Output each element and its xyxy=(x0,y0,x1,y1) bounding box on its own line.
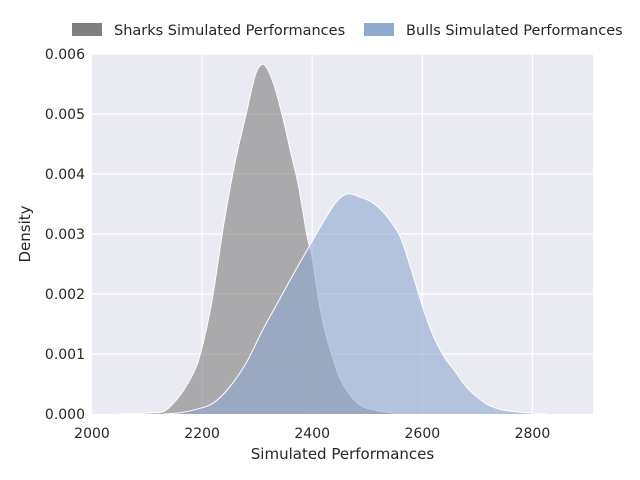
x-tick-label: 2400 xyxy=(294,426,330,442)
density-area-bulls xyxy=(163,193,549,414)
density-area-sharks xyxy=(114,64,401,415)
x-tick-label: 2000 xyxy=(74,426,110,442)
y-tick-label: 0.004 xyxy=(45,167,85,183)
y-tick-label: 0.005 xyxy=(45,107,85,123)
y-tick-label: 0.003 xyxy=(45,227,85,243)
legend-label-sharks: Sharks Simulated Performances xyxy=(114,23,345,39)
x-axis-ticks: 2000 2200 2400 2600 2800 xyxy=(74,426,550,442)
y-axis-label: Density xyxy=(16,205,34,262)
legend: Sharks Simulated Performances Bulls Simu… xyxy=(72,23,623,39)
y-tick-label: 0.002 xyxy=(45,287,85,303)
x-axis-label: Simulated Performances xyxy=(251,445,435,463)
x-tick-label: 2200 xyxy=(184,426,220,442)
y-tick-label: 0.006 xyxy=(45,47,85,63)
legend-swatch-sharks xyxy=(72,23,102,36)
legend-swatch-bulls xyxy=(364,23,394,36)
x-tick-label: 2600 xyxy=(405,426,441,442)
y-tick-label: 0.000 xyxy=(45,407,85,423)
density-area-bulls-outline xyxy=(163,193,549,415)
y-axis-ticks: 0.000 0.001 0.002 0.003 0.004 0.005 0.006 xyxy=(45,47,85,423)
legend-label-bulls: Bulls Simulated Performances xyxy=(406,23,623,39)
density-areas xyxy=(114,63,549,415)
x-tick-label: 2800 xyxy=(515,426,551,442)
y-tick-label: 0.001 xyxy=(45,347,85,363)
